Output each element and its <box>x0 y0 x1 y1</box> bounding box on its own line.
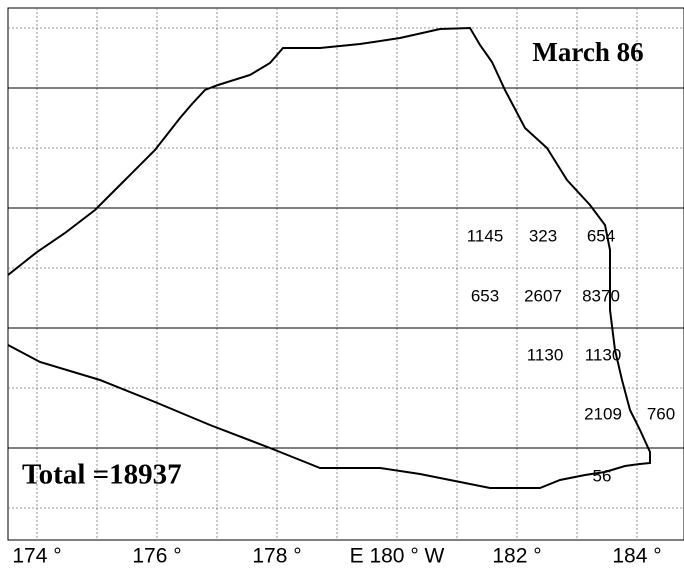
cell-value: 653 <box>471 286 499 305</box>
cell-value: 2607 <box>524 286 562 305</box>
x-axis-label: E 180 ° W <box>350 545 445 568</box>
cell-value: 2109 <box>584 404 622 423</box>
outline <box>7 26 651 489</box>
cell-value: 1130 <box>527 345 564 364</box>
cell-value: 760 <box>647 404 675 423</box>
x-axis-label: 184 ° <box>612 545 661 568</box>
cell-value: 654 <box>587 226 615 245</box>
x-axis-label: 182 ° <box>492 545 541 568</box>
cell-value: 8370 <box>582 286 620 305</box>
cell-value: 1130 <box>585 345 622 364</box>
total-label: Total =18937 <box>22 459 182 491</box>
cell-value: 56 <box>593 466 612 485</box>
x-axis-label: 178 ° <box>252 545 301 568</box>
cell-value: 323 <box>529 226 557 245</box>
x-axis-label: 174 ° <box>12 545 61 568</box>
x-axis-label: 176 ° <box>132 545 181 568</box>
cell-value: 1145 <box>467 226 504 245</box>
map-title: March 86 <box>532 37 643 67</box>
